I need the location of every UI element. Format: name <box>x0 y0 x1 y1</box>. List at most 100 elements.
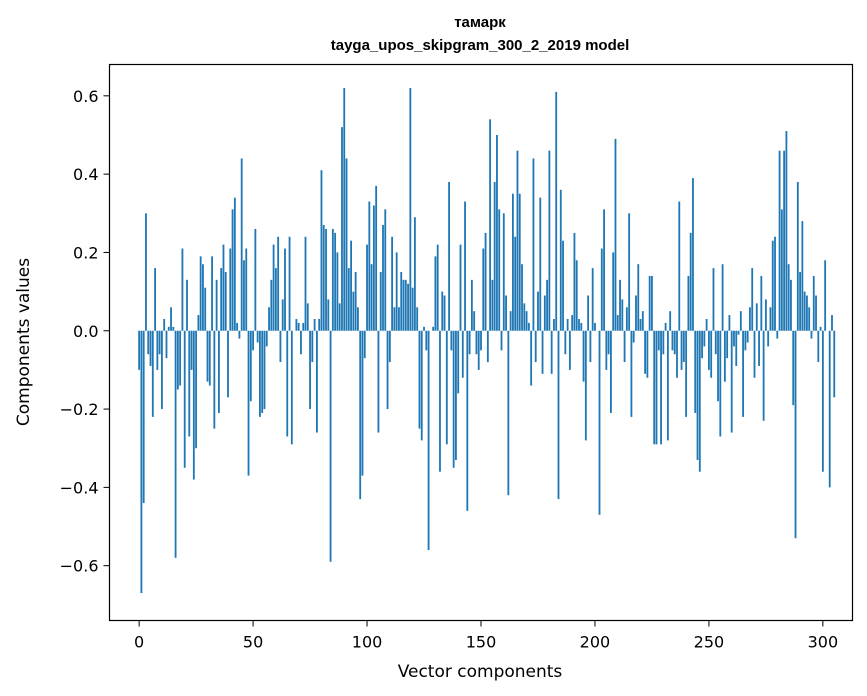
bar-178 <box>543 295 546 331</box>
bar-80 <box>320 170 323 331</box>
bar-187 <box>564 330 567 355</box>
bar-110 <box>388 330 391 363</box>
bar-30 <box>206 330 209 382</box>
bar-173 <box>532 158 535 331</box>
bar-100 <box>366 244 368 331</box>
bar-190 <box>571 315 574 331</box>
bar-36 <box>220 268 223 331</box>
bar-184 <box>557 330 560 500</box>
bar-130 <box>434 256 437 331</box>
bar-45 <box>240 158 243 331</box>
bar-249 <box>705 319 708 331</box>
bar-300 <box>821 330 824 472</box>
bar-66 <box>288 236 291 331</box>
bar-19 <box>181 248 184 331</box>
bar-67 <box>290 330 293 445</box>
bar-90 <box>343 87 346 331</box>
bar-290 <box>799 272 801 331</box>
bar-121 <box>413 217 416 331</box>
bar-105 <box>377 330 380 433</box>
bar-5 <box>149 330 152 366</box>
bar-240 <box>685 330 688 417</box>
bar-93 <box>350 240 352 331</box>
bar-9 <box>158 330 161 355</box>
bar-181 <box>550 330 553 374</box>
bar-79 <box>318 319 321 331</box>
bar-159 <box>500 330 503 351</box>
bar-77 <box>313 319 316 331</box>
bar-217 <box>632 330 635 343</box>
bar-92 <box>347 268 350 331</box>
bar-161 <box>505 295 507 331</box>
bar-104 <box>375 185 378 331</box>
bar-7 <box>154 268 156 331</box>
bar-18 <box>179 330 182 386</box>
bar-246 <box>698 330 701 472</box>
bar-150 <box>480 330 482 351</box>
bar-73 <box>304 236 307 331</box>
bar-116 <box>402 279 405 331</box>
bar-223 <box>646 330 649 378</box>
bar-185 <box>559 189 562 331</box>
bar-192 <box>575 260 578 331</box>
bar-20 <box>183 330 186 468</box>
bar-97 <box>359 330 362 500</box>
x-axis-label: Vector components <box>398 662 563 682</box>
bar-120 <box>411 287 414 331</box>
bar-256 <box>721 264 724 331</box>
bar-27 <box>199 256 202 331</box>
bar-194 <box>580 322 583 331</box>
bar-144 <box>466 330 469 511</box>
bar-228 <box>657 330 660 351</box>
bar-59 <box>272 244 275 331</box>
bar-253 <box>714 330 717 355</box>
bar-283 <box>783 150 786 331</box>
bar-108 <box>384 209 387 331</box>
bar-232 <box>666 330 669 441</box>
bar-278 <box>771 240 774 331</box>
bar-210 <box>616 315 619 331</box>
bar-263 <box>737 330 740 335</box>
bar-6 <box>151 330 154 417</box>
bar-133 <box>441 291 444 331</box>
bar-32 <box>211 256 213 331</box>
bar-167 <box>518 193 521 331</box>
bar-44 <box>238 330 241 339</box>
bar-78 <box>315 330 318 433</box>
bar-259 <box>728 315 731 331</box>
bar-157 <box>496 134 498 331</box>
bar-117 <box>404 279 407 331</box>
bar-189 <box>568 330 571 370</box>
bar-46 <box>243 260 245 331</box>
bar-38 <box>224 272 227 331</box>
bar-series <box>138 87 836 594</box>
bar-291 <box>801 221 804 331</box>
bar-250 <box>708 330 710 370</box>
bar-25 <box>195 330 198 449</box>
bar-233 <box>669 311 672 331</box>
bar-260 <box>730 330 733 433</box>
bar-123 <box>418 330 421 429</box>
bar-41 <box>231 209 234 331</box>
bar-111 <box>391 236 394 331</box>
bar-17 <box>176 330 179 390</box>
bar-103 <box>372 205 375 331</box>
bar-274 <box>762 330 765 421</box>
bar-137 <box>450 330 453 351</box>
bar-171 <box>527 322 530 331</box>
bar-12 <box>165 330 168 359</box>
bar-288 <box>794 330 797 539</box>
plot-frame <box>108 63 854 622</box>
bar-13 <box>167 326 170 331</box>
bar-29 <box>204 287 207 331</box>
bar-112 <box>393 307 396 331</box>
bar-180 <box>548 150 551 331</box>
bar-166 <box>516 150 519 331</box>
x-tick-label: 200 <box>580 633 611 652</box>
bar-57 <box>268 307 270 331</box>
bar-126 <box>425 330 428 351</box>
bar-89 <box>341 127 343 331</box>
bar-199 <box>591 268 594 331</box>
bar-147 <box>473 311 476 331</box>
bar-267 <box>746 330 749 343</box>
